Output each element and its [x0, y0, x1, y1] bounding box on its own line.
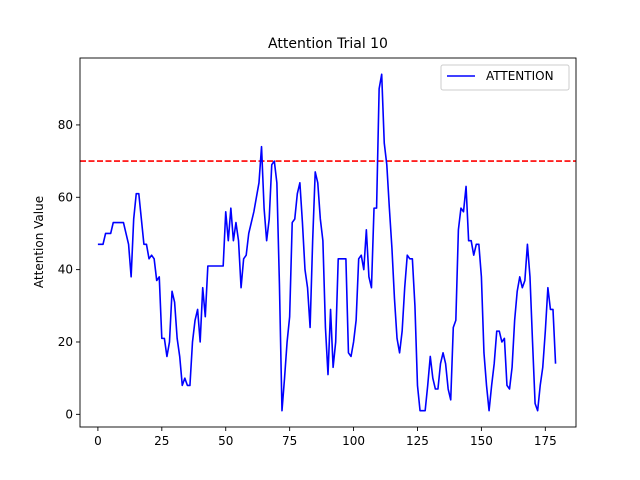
legend-frame	[440, 64, 570, 91]
x-tick-label: 0	[94, 434, 102, 448]
axes-frame	[79, 57, 577, 428]
series-line-attention	[97, 73, 557, 412]
chart-title: Attention Trial 10	[268, 36, 388, 52]
legend: ATTENTION	[440, 64, 570, 91]
x-tick-label: 150	[470, 434, 493, 448]
plot-area: 0 25 50 75 100 125 150 175 0 20 40 60 80	[58, 57, 577, 448]
legend-label-attention: ATTENTION	[486, 69, 554, 83]
y-tick-label: 60	[58, 190, 73, 204]
x-tick-label: 100	[342, 434, 365, 448]
y-tick-label: 40	[58, 263, 73, 277]
x-tick-label: 50	[218, 434, 233, 448]
y-axis-title: Attention Value	[32, 196, 46, 288]
x-tick-label: 175	[534, 434, 557, 448]
y-tick-label: 0	[65, 407, 73, 421]
x-tick-label: 25	[154, 434, 169, 448]
y-tick-label: 80	[58, 118, 73, 132]
x-tick-label: 75	[282, 434, 297, 448]
y-tick-label: 20	[58, 335, 73, 349]
x-tick-label: 125	[406, 434, 429, 448]
